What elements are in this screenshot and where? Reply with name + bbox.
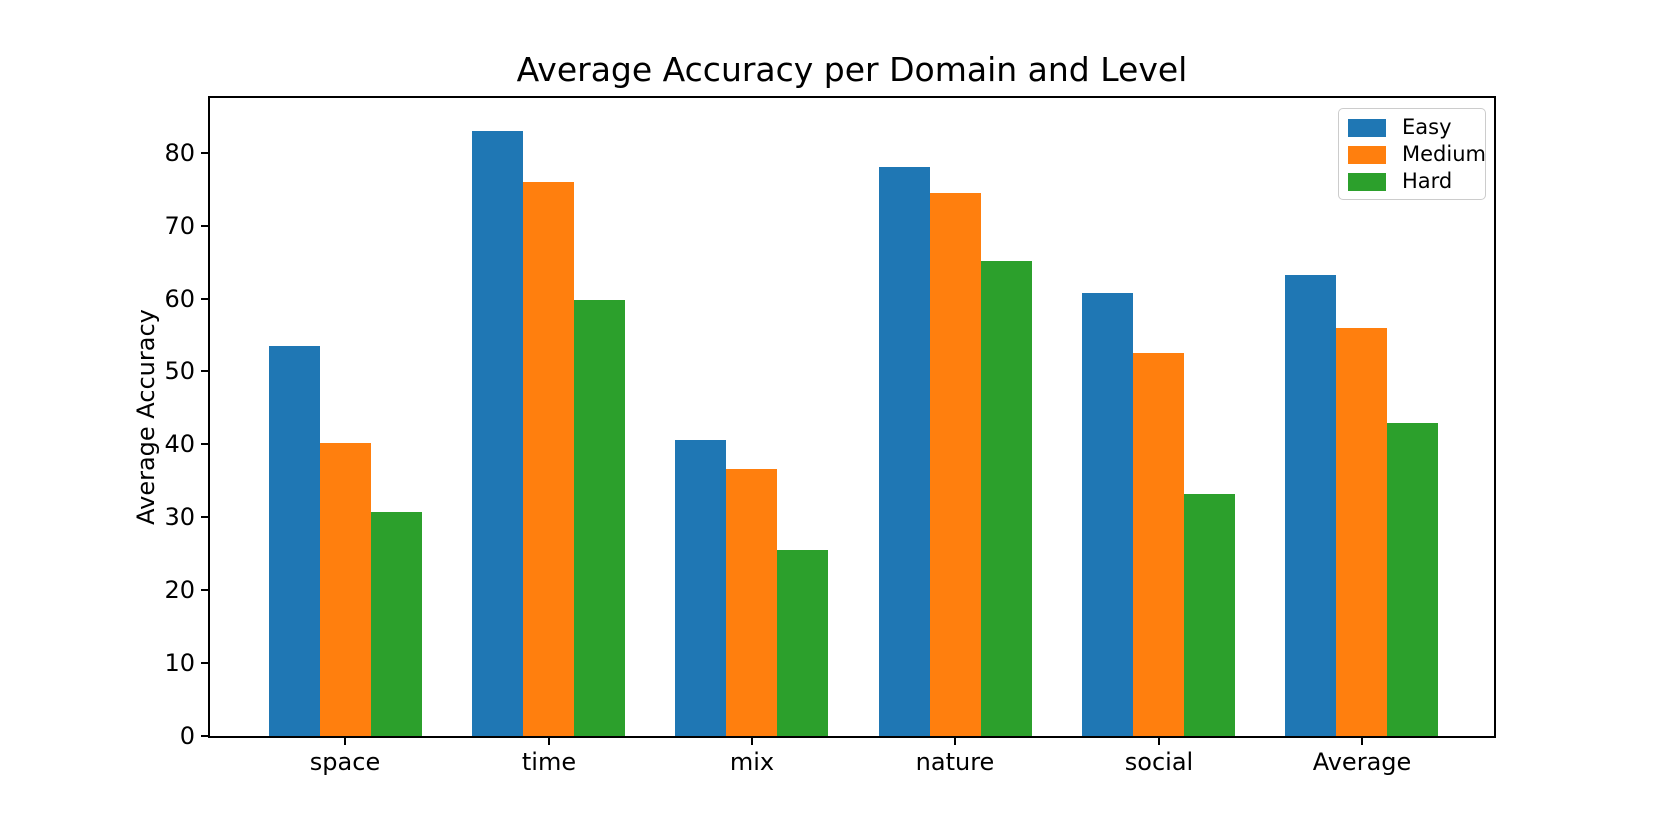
x-tick-mark-mix [751, 738, 753, 745]
bar-medium-time [523, 182, 575, 736]
legend-label-easy: Easy [1402, 115, 1452, 139]
x-tick-label-social: social [1124, 748, 1194, 776]
bar-medium-nature [929, 193, 981, 736]
y-tick-label-20: 20 [164, 576, 195, 604]
bar-hard-mix [777, 550, 829, 736]
y-tick-mark-60 [201, 298, 208, 300]
y-tick-label-0: 0 [179, 722, 195, 750]
legend-item-hard: Hard [1348, 168, 1476, 195]
y-tick-mark-20 [201, 589, 208, 591]
bar-hard-time [574, 300, 626, 736]
x-tick-mark-nature [954, 738, 956, 745]
y-tick-label-10: 10 [164, 649, 195, 677]
bar-hard-space [370, 512, 422, 736]
y-tick-label-60: 60 [164, 285, 195, 313]
x-tick-label-mix: mix [729, 748, 775, 776]
bar-hard-nature [980, 261, 1032, 736]
legend-label-hard: Hard [1402, 169, 1453, 193]
bar-easy-space [268, 346, 320, 736]
legend-item-easy: Easy [1348, 114, 1476, 141]
y-tick-label-70: 70 [164, 212, 195, 240]
legend-swatch-hard [1348, 172, 1386, 191]
x-tick-label-nature: nature [915, 748, 995, 776]
bar-easy-time [472, 131, 524, 736]
bar-medium-social [1133, 353, 1185, 736]
bar-medium-space [319, 443, 371, 736]
legend-swatch-medium [1348, 145, 1386, 164]
y-tick-mark-50 [201, 370, 208, 372]
y-tick-mark-10 [201, 662, 208, 664]
y-tick-mark-40 [201, 443, 208, 445]
bar-easy-average [1285, 275, 1337, 736]
legend-swatch-easy [1348, 118, 1386, 137]
y-tick-label-50: 50 [164, 357, 195, 385]
legend: Easy Medium Hard [1338, 108, 1486, 200]
x-tick-mark-average [1361, 738, 1363, 745]
plot-area [208, 96, 1496, 738]
y-tick-mark-70 [201, 225, 208, 227]
legend-label-medium: Medium [1402, 142, 1486, 166]
chart-title: Average Accuracy per Domain and Level [516, 50, 1188, 89]
y-tick-label-80: 80 [164, 139, 195, 167]
legend-item-medium: Medium [1348, 141, 1486, 168]
x-tick-label-space: space [309, 748, 381, 776]
bar-medium-mix [726, 469, 778, 736]
y-tick-label-40: 40 [164, 430, 195, 458]
x-tick-mark-time [548, 738, 550, 745]
y-axis-label: Average Accuracy [132, 309, 160, 525]
y-tick-mark-0 [201, 735, 208, 737]
bar-easy-social [1082, 293, 1134, 736]
y-tick-mark-30 [201, 516, 208, 518]
bar-easy-mix [675, 440, 727, 736]
bar-hard-social [1184, 494, 1236, 736]
x-tick-mark-social [1158, 738, 1160, 745]
x-tick-mark-space [344, 738, 346, 745]
x-tick-label-time: time [521, 748, 577, 776]
bar-easy-nature [878, 167, 930, 736]
y-tick-mark-80 [201, 152, 208, 154]
bar-hard-average [1387, 423, 1439, 736]
bar-medium-average [1336, 328, 1388, 736]
x-tick-label-average: Average [1312, 748, 1412, 776]
y-tick-label-30: 30 [164, 503, 195, 531]
